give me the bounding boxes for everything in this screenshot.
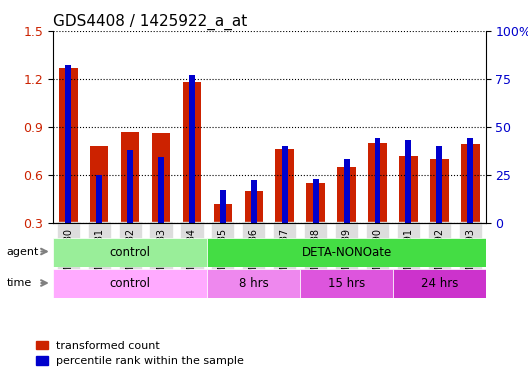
Bar [313, 179, 318, 271]
Bar [208, 238, 486, 267]
Bar [65, 65, 71, 271]
Bar [467, 138, 473, 271]
Bar [158, 157, 164, 271]
Bar [220, 190, 226, 271]
Bar [374, 138, 381, 271]
Bar [276, 149, 294, 271]
Bar [189, 75, 195, 271]
Bar [251, 180, 257, 271]
Bar [127, 150, 133, 271]
Bar [393, 269, 486, 298]
Bar [59, 68, 78, 271]
Legend: transformed count, percentile rank within the sample: transformed count, percentile rank withi… [32, 336, 249, 371]
Bar [96, 175, 102, 271]
Bar [183, 82, 201, 271]
Text: control: control [110, 277, 150, 290]
Text: control: control [110, 246, 150, 259]
Text: 15 hrs: 15 hrs [328, 277, 365, 290]
Bar [406, 140, 411, 271]
Bar [214, 204, 232, 271]
Bar [368, 143, 387, 271]
Bar [461, 144, 479, 271]
Text: DETA-NONOate: DETA-NONOate [301, 246, 392, 259]
Bar [53, 238, 208, 267]
Text: time: time [6, 278, 32, 288]
Bar [244, 191, 263, 271]
Text: 24 hrs: 24 hrs [421, 277, 458, 290]
Bar [208, 269, 300, 298]
Bar [430, 159, 449, 271]
Bar [282, 146, 288, 271]
Bar [306, 183, 325, 271]
Bar [399, 156, 418, 271]
Bar [152, 133, 171, 271]
Bar [90, 146, 108, 271]
Bar [121, 131, 139, 271]
Text: GDS4408 / 1425922_a_at: GDS4408 / 1425922_a_at [53, 13, 247, 30]
Bar [337, 167, 356, 271]
Bar [437, 146, 442, 271]
Text: 8 hrs: 8 hrs [239, 277, 269, 290]
Bar [300, 269, 393, 298]
Bar [53, 269, 208, 298]
Bar [344, 159, 350, 271]
Text: agent: agent [6, 247, 39, 257]
